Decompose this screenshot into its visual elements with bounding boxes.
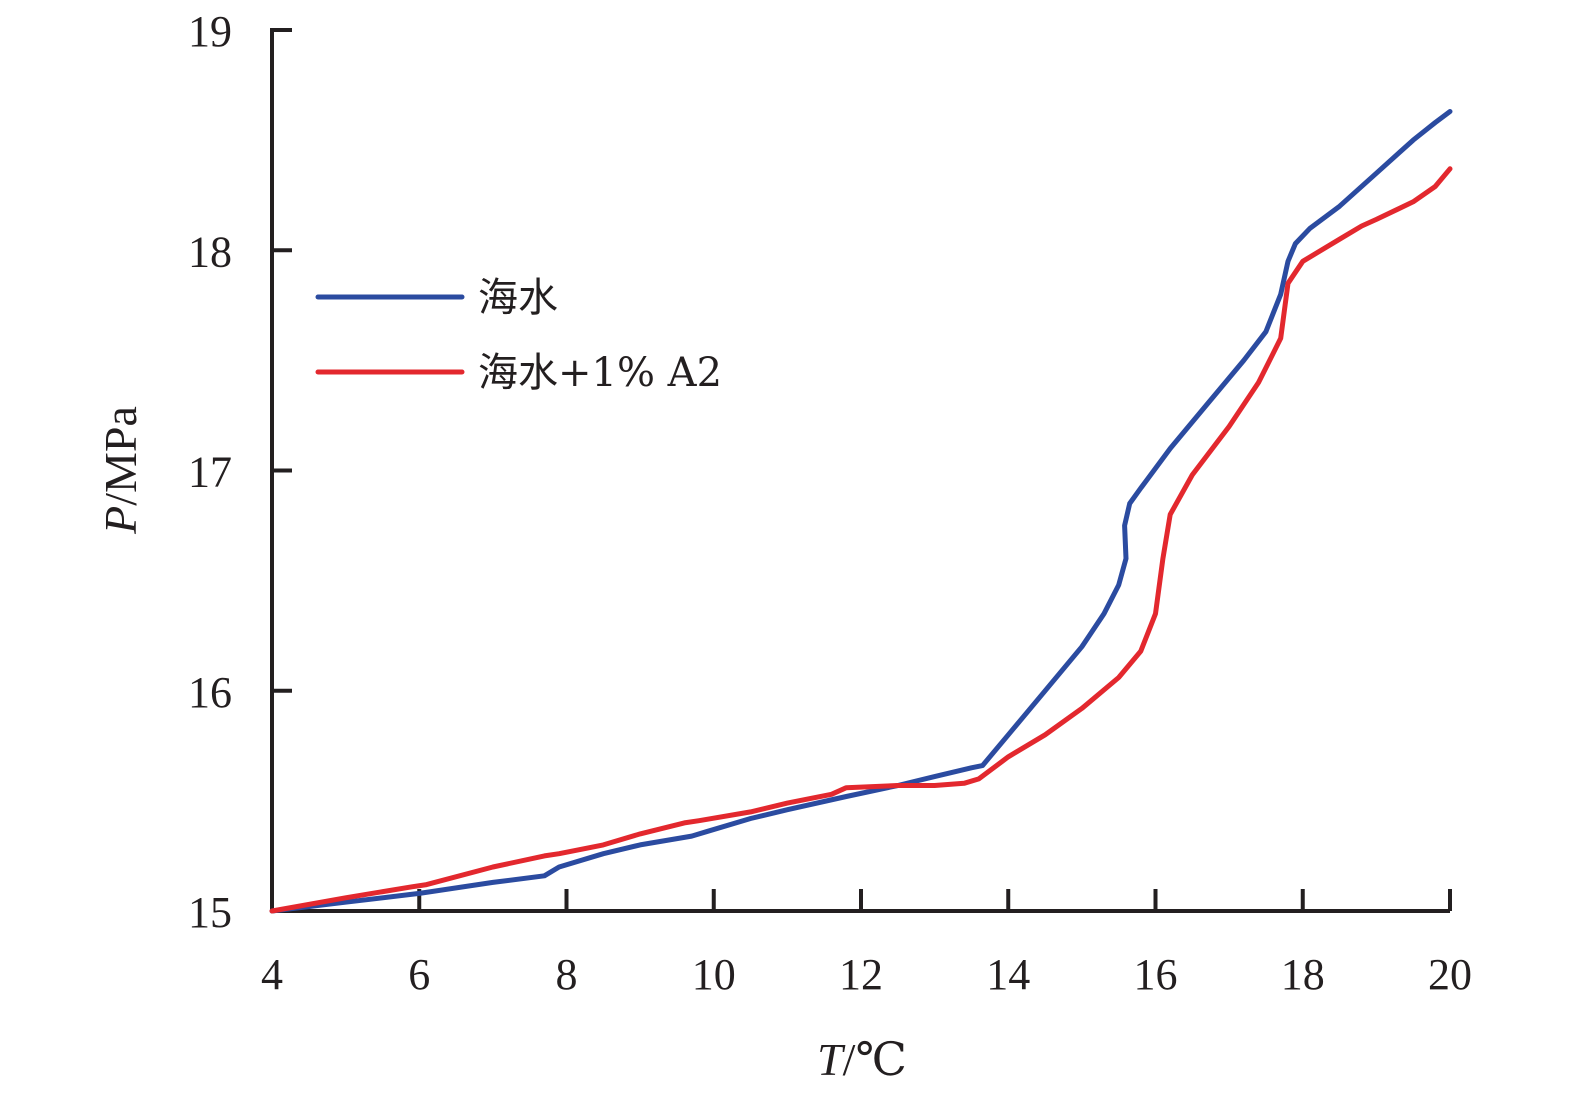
x-axis-variable: T <box>817 1034 846 1085</box>
y-tick-label: 17 <box>188 448 232 497</box>
x-axis-title: T/℃ <box>817 1034 907 1085</box>
y-ticks: 15 16 17 18 19 <box>188 7 292 937</box>
x-tick-label: 4 <box>261 950 283 999</box>
series-line-0 <box>269 109 1453 914</box>
x-tick-label: 20 <box>1428 950 1472 999</box>
x-ticks: 4 6 8 10 12 14 16 18 20 <box>261 889 1472 999</box>
y-tick-label: 16 <box>188 668 232 717</box>
legend: 海水 海水+1% A2 <box>315 275 722 396</box>
y-axis-variable: P <box>95 506 146 535</box>
x-tick-label: 8 <box>556 950 578 999</box>
y-tick-label: 18 <box>188 227 232 276</box>
legend-label-seawater: 海水 <box>478 275 558 321</box>
axes <box>270 28 1450 913</box>
x-tick-label: 14 <box>986 950 1030 999</box>
y-axis-unit: /MPa <box>95 406 146 506</box>
legend-label-seawater-a2: 海水+1% A2 <box>478 350 722 396</box>
x-tick-label: 10 <box>692 950 736 999</box>
series-layer <box>269 109 1453 914</box>
x-axis-unit: /℃ <box>843 1034 907 1085</box>
x-tick-label: 6 <box>408 950 430 999</box>
series-line-1 <box>269 166 1453 914</box>
x-tick-label: 16 <box>1134 950 1178 999</box>
y-tick-label: 15 <box>188 888 232 937</box>
y-axis-title: P/MPa <box>95 406 146 535</box>
x-tick-label: 12 <box>839 950 883 999</box>
y-tick-label: 19 <box>188 7 232 56</box>
x-tick-label: 18 <box>1281 950 1325 999</box>
